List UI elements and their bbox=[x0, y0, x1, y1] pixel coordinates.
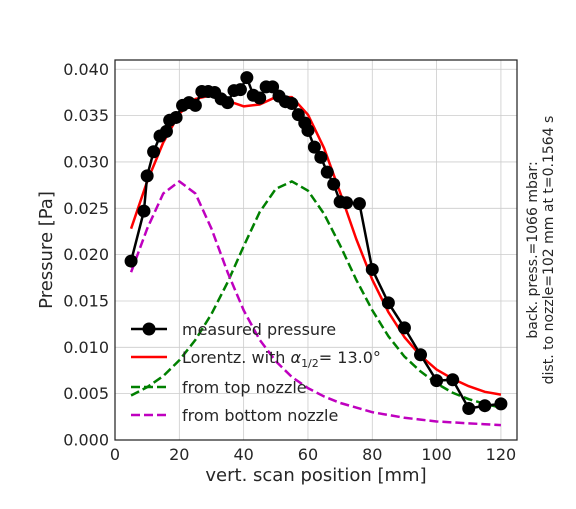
measured-pressure-point bbox=[137, 204, 151, 218]
measured-pressure-point bbox=[446, 373, 460, 387]
bottom-nozzle-line bbox=[129, 180, 501, 427]
x-tick-label: 60 bbox=[298, 445, 318, 464]
side-note-line-2: dist. to nozzle=102 mm at t=0.1564 s bbox=[541, 116, 557, 385]
x-tick-label: 100 bbox=[421, 445, 452, 464]
measured-pressure-point bbox=[285, 97, 299, 111]
measured-pressure-point bbox=[253, 91, 267, 105]
legend-label-top-nozzle: from top nozzle bbox=[182, 378, 307, 397]
legend-label-measured: measured pressure bbox=[182, 320, 336, 339]
measured-pressure-point bbox=[240, 71, 254, 85]
measured-pressure-point bbox=[478, 399, 492, 413]
measured-pressure-point bbox=[188, 98, 202, 112]
y-tick-label: 0.005 bbox=[63, 384, 109, 403]
x-tick-label: 20 bbox=[169, 445, 189, 464]
measured-pressure-point bbox=[320, 165, 334, 179]
y-tick-label: 0.020 bbox=[63, 245, 109, 264]
y-axis-label: Pressure [Pa] bbox=[36, 191, 57, 309]
measured-pressure-point bbox=[430, 374, 444, 388]
x-tick-label: 0 bbox=[110, 445, 120, 464]
measured-pressure-point bbox=[140, 169, 154, 183]
x-tick-label: 40 bbox=[233, 445, 253, 464]
measured-pressure-point bbox=[462, 401, 476, 415]
measured-pressure-point bbox=[397, 321, 411, 335]
measured-pressure-point bbox=[307, 140, 321, 154]
measured-pressure-point bbox=[327, 177, 341, 191]
top-nozzle-line bbox=[130, 180, 502, 409]
measured-pressure-point bbox=[365, 262, 379, 276]
legend-marker-measured bbox=[142, 322, 156, 336]
measured-pressure-point bbox=[381, 296, 395, 310]
y-tick-label: 0.000 bbox=[63, 431, 109, 450]
legend: measured pressure Lorentz. with α1/2= 13… bbox=[131, 320, 381, 425]
tick-labels: 0 20 40 60 80 100 120 0.000 0.005 0.010 0.015 0.020… bbox=[63, 60, 516, 464]
measured-pressure-point bbox=[414, 348, 428, 362]
y-tick-label: 0.035 bbox=[63, 106, 109, 125]
measured-pressure-point bbox=[340, 196, 354, 210]
side-note-line-1: back. press.=1066 mbar: bbox=[525, 161, 541, 338]
series-layer bbox=[124, 71, 508, 427]
legend-label-lorentz: Lorentz. with α1/2= 13.0° bbox=[182, 348, 381, 370]
measured-pressure-point bbox=[494, 397, 508, 411]
x-tick-label: 120 bbox=[486, 445, 517, 464]
y-tick-label: 0.025 bbox=[63, 199, 109, 218]
x-axis-label: vert. scan position [mm] bbox=[205, 465, 426, 486]
measured-pressure-point bbox=[301, 123, 315, 137]
measured-pressure-point bbox=[314, 150, 328, 164]
y-tick-label: 0.040 bbox=[63, 60, 109, 79]
measured-pressure-point bbox=[147, 145, 161, 159]
y-tick-label: 0.030 bbox=[63, 152, 109, 171]
measured-pressure-point bbox=[352, 197, 366, 211]
measured-pressure-point bbox=[221, 96, 235, 110]
measured-pressure-point bbox=[124, 254, 138, 268]
legend-label-bottom-nozzle: from bottom nozzle bbox=[182, 406, 338, 425]
y-tick-label: 0.010 bbox=[63, 338, 109, 357]
plot-frame bbox=[114, 59, 518, 441]
measured-pressure-point bbox=[169, 110, 183, 124]
y-tick-label: 0.015 bbox=[63, 291, 109, 310]
measured-pressure-point bbox=[159, 124, 173, 138]
measured-pressure-point bbox=[266, 80, 280, 94]
x-tick-label: 80 bbox=[362, 445, 382, 464]
measured-pressure-point bbox=[233, 83, 247, 97]
